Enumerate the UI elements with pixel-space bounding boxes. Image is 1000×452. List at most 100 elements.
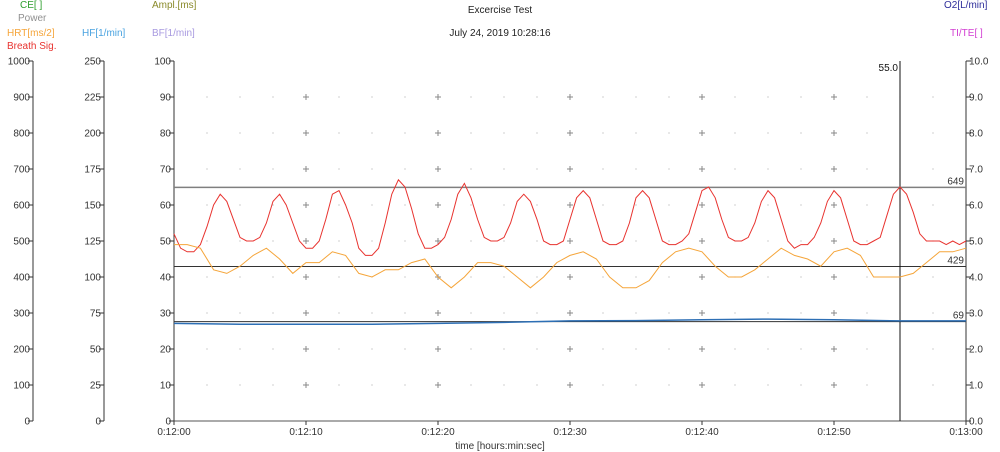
grid-dot [800, 384, 802, 386]
grid-dot [536, 312, 538, 314]
grid-dot [800, 240, 802, 242]
grid-dot [932, 96, 934, 98]
x-tick-label: 0:12:40 [685, 427, 719, 438]
grid-dot [668, 240, 670, 242]
grid-dot [668, 384, 670, 386]
grid-dot [800, 312, 802, 314]
grid-dot [866, 96, 868, 98]
grid-cross [831, 94, 837, 100]
grid-dot [800, 132, 802, 134]
grid-dot [206, 240, 208, 242]
hf-axis-tick-label: 225 [84, 93, 101, 104]
grid-dot [371, 132, 373, 134]
x-tick-label: 0:12:10 [289, 427, 323, 438]
grid-dot [470, 204, 472, 206]
grid-dot [668, 348, 670, 350]
grid-dot [668, 312, 670, 314]
grid-dot [536, 132, 538, 134]
grid-cross [435, 94, 441, 100]
grid-dot [338, 168, 340, 170]
grid-dot [404, 168, 406, 170]
grid-dot [404, 276, 406, 278]
o2-axis-tick-label: 10.0 [969, 57, 989, 68]
legend-hrt: HRT[ms/2] [7, 28, 55, 39]
grid-group [206, 94, 934, 388]
series-line-breath-sig- [173, 178, 967, 256]
x-tick-label: 0:12:20 [421, 427, 455, 438]
grid-cross [699, 238, 705, 244]
grid-cross [831, 310, 837, 316]
grid-cross [831, 346, 837, 352]
grid-cross [435, 310, 441, 316]
x-tick-label: 0:12:50 [817, 427, 851, 438]
grid-dot [767, 96, 769, 98]
grid-cross [567, 274, 573, 280]
grid-dot [404, 384, 406, 386]
grid-cross [699, 382, 705, 388]
o2-axis-tick-label: 8.0 [969, 129, 983, 140]
breath-axis-tick-label: 800 [13, 129, 30, 140]
grid-dot [371, 312, 373, 314]
main-axis-tick-label: 30 [160, 309, 172, 320]
grid-dot [272, 240, 274, 242]
grid-dot [239, 240, 241, 242]
grid-dot [635, 276, 637, 278]
grid-dot [338, 204, 340, 206]
main-axis-tick-label: 10 [160, 381, 172, 392]
grid-dot [470, 240, 472, 242]
grid-dot [602, 384, 604, 386]
grid-dot [470, 312, 472, 314]
main-axis-tick-label: 0 [165, 417, 171, 428]
grid-dot [239, 132, 241, 134]
x-tick-label: 0:12:00 [157, 427, 191, 438]
breath-axis-tick-label: 0 [24, 417, 30, 428]
grid-dot [602, 132, 604, 134]
grid-dot [767, 204, 769, 206]
breath-axis-tick-label: 100 [13, 381, 30, 392]
grid-dot [932, 168, 934, 170]
grid-dot [767, 132, 769, 134]
grid-dot [602, 96, 604, 98]
o2-axis-tick-label: 6.0 [969, 201, 983, 212]
breath-axis-tick-label: 700 [13, 165, 30, 176]
grid-dot [503, 132, 505, 134]
legend-hf: HF[1/min] [82, 28, 126, 39]
grid-dot [404, 96, 406, 98]
chart-title: Excercise Test [467, 5, 533, 16]
breath-axis-tick-label: 300 [13, 309, 30, 320]
grid-cross [303, 238, 309, 244]
grid-dot [932, 276, 934, 278]
grid-dot [371, 96, 373, 98]
grid-cross [567, 310, 573, 316]
grid-dot [470, 348, 472, 350]
grid-cross [831, 382, 837, 388]
grid-dot [866, 240, 868, 242]
grid-dot [503, 96, 505, 98]
main-axis-tick-label: 20 [160, 345, 172, 356]
grid-dot [536, 384, 538, 386]
legend-ampl: Ampl.[ms] [152, 0, 197, 11]
grid-cross [699, 274, 705, 280]
grid-cross [303, 346, 309, 352]
main-axis-tick-label: 70 [160, 165, 172, 176]
grid-dot [536, 204, 538, 206]
grid-dot [338, 240, 340, 242]
grid-cross [699, 130, 705, 136]
grid-cross [435, 166, 441, 172]
grid-dot [239, 96, 241, 98]
hf-axis-tick-label: 100 [84, 273, 101, 284]
grid-dot [503, 168, 505, 170]
grid-dot [338, 312, 340, 314]
grid-dot [404, 204, 406, 206]
main-axis-tick-label: 50 [160, 237, 172, 248]
grid-cross [303, 202, 309, 208]
grid-dot [272, 168, 274, 170]
grid-dot [734, 132, 736, 134]
o2-axis-tick-label: 4.0 [969, 273, 983, 284]
grid-dot [932, 312, 934, 314]
grid-cross [831, 274, 837, 280]
grid-dot [371, 240, 373, 242]
main-axis-tick-label: 100 [154, 57, 171, 68]
grid-dot [503, 276, 505, 278]
grid-cross [435, 202, 441, 208]
